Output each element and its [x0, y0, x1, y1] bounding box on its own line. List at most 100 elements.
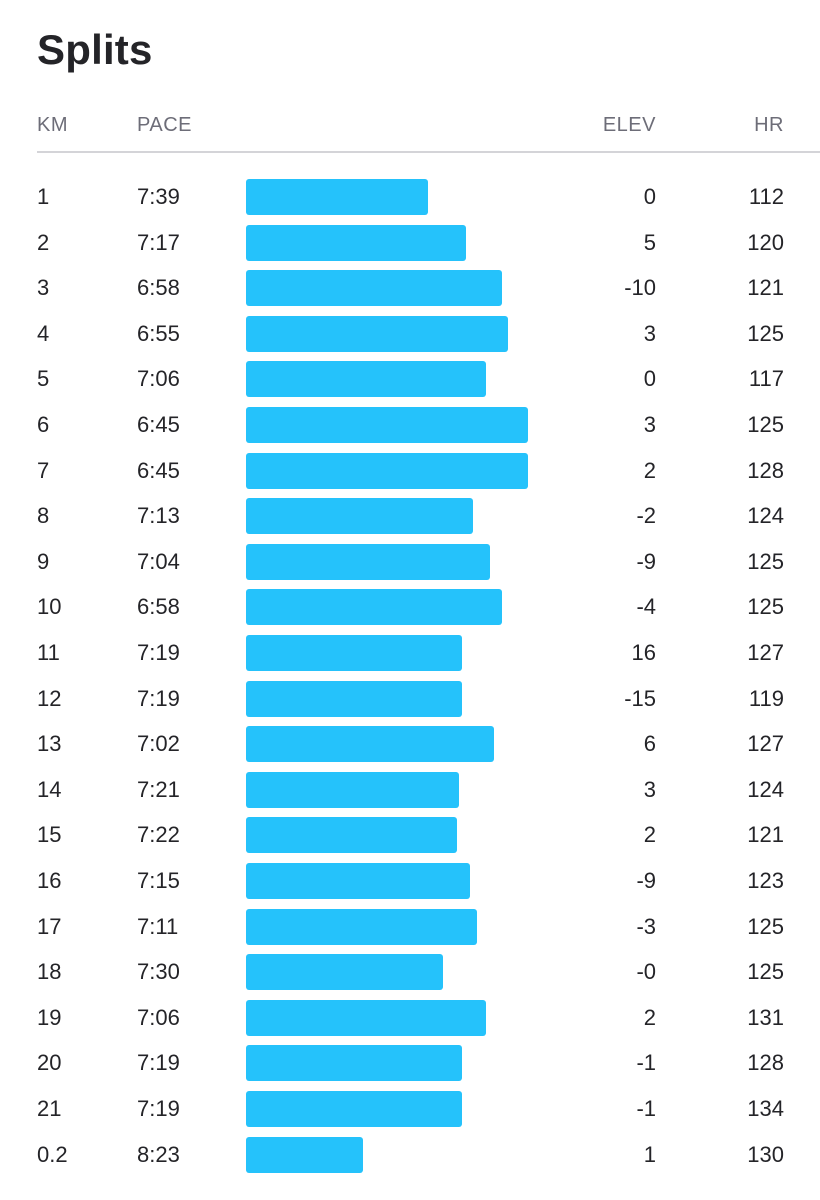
split-hr: 125: [747, 959, 784, 985]
split-row: 10 6:58 -4 125: [0, 584, 820, 630]
pace-bar: [246, 999, 486, 1036]
split-elev: -3: [636, 913, 656, 939]
split-km: 19: [37, 1004, 62, 1030]
split-hr: 125: [747, 320, 784, 346]
split-elev: 0: [643, 184, 656, 209]
split-hr: 124: [747, 776, 784, 802]
pace-bar: [246, 270, 502, 307]
split-km: 9: [37, 548, 50, 574]
split-elev: -9: [636, 868, 656, 893]
pace-bar: [246, 589, 502, 626]
split-elev: 0: [643, 366, 656, 392]
split-km: 5: [37, 366, 50, 392]
split-elev: 2: [643, 1004, 656, 1030]
split-km: 2: [37, 229, 50, 255]
split-hr: 125: [747, 548, 784, 574]
split-row: 11 7:19 16 127: [0, 630, 820, 676]
split-hr: 121: [747, 822, 784, 848]
split-hr: 124: [747, 503, 784, 529]
split-row: 1 7:39 0 112: [0, 174, 820, 220]
split-km: 6: [37, 412, 50, 437]
split-hr: 131: [747, 1004, 784, 1030]
split-km: 16: [37, 868, 62, 893]
split-pace: 7:22: [137, 822, 180, 848]
split-row: 20 7:19 -1 128: [0, 1040, 820, 1086]
pace-bar: [246, 1091, 462, 1127]
header-km: KM: [37, 114, 68, 136]
split-row: 19 7:06 2 131: [0, 995, 820, 1041]
split-elev: -9: [636, 548, 656, 574]
split-row: 18 7:30 -0 125: [0, 949, 820, 995]
split-elev: 2: [643, 822, 656, 848]
split-hr: 112: [748, 184, 784, 209]
split-hr: 125: [747, 412, 784, 437]
split-km: 3: [37, 275, 50, 301]
split-row: 9 7:04 -9 125: [0, 539, 820, 585]
pace-bar: [246, 179, 428, 215]
split-hr: 130: [747, 1141, 784, 1167]
split-row: 13 7:02 6 127: [0, 721, 820, 767]
pace-bar: [246, 1136, 363, 1173]
split-hr: 120: [747, 229, 784, 255]
pace-bar: [246, 817, 457, 854]
split-elev: 16: [631, 640, 656, 665]
split-elev: -15: [624, 685, 656, 711]
split-km: 13: [37, 731, 62, 757]
split-row: 4 6:55 3 125: [0, 311, 820, 357]
split-elev: -2: [636, 503, 656, 529]
split-elev: -1: [636, 1096, 656, 1121]
header-hr: HR: [754, 114, 784, 136]
split-row: 7 6:45 2 128: [0, 448, 820, 494]
pace-bar: [246, 635, 462, 671]
split-km: 11: [37, 640, 60, 665]
split-km: 20: [37, 1050, 62, 1076]
split-hr: 127: [747, 640, 784, 665]
split-row: 2 7:17 5 120: [0, 220, 820, 266]
pace-bar: [246, 863, 470, 899]
split-pace: 6:58: [137, 594, 180, 620]
split-row: 21 7:19 -1 134: [0, 1086, 820, 1132]
split-row: 3 6:58 -10 121: [0, 265, 820, 311]
split-elev: 1: [643, 1141, 656, 1167]
split-hr: 125: [747, 594, 784, 620]
split-hr: 134: [747, 1096, 784, 1121]
split-pace: 6:55: [137, 320, 180, 346]
pace-bar: [246, 1045, 462, 1082]
split-hr: 128: [747, 457, 784, 483]
pace-bar: [246, 407, 528, 443]
split-row: 17 7:11 -3 125: [0, 904, 820, 950]
split-elev: -4: [636, 594, 656, 620]
split-pace: 7:17: [137, 229, 180, 255]
split-row: 14 7:21 3 124: [0, 767, 820, 813]
split-elev: -1: [636, 1050, 656, 1076]
split-pace: 7:04: [137, 548, 180, 574]
split-elev: 3: [643, 412, 656, 437]
split-pace: 7:39: [137, 184, 180, 209]
split-pace: 7:19: [137, 685, 180, 711]
pace-bar: [246, 543, 490, 580]
split-elev: 2: [643, 457, 656, 483]
split-km: 8: [37, 503, 50, 529]
pace-bar: [246, 908, 477, 945]
pace-bar: [246, 315, 508, 352]
split-pace: 6:45: [137, 412, 180, 437]
split-pace: 7:19: [137, 1050, 180, 1076]
split-pace: 7:15: [137, 868, 180, 893]
split-hr: 121: [747, 275, 784, 301]
split-km: 12: [37, 685, 62, 711]
split-row: 16 7:15 -9 123: [0, 858, 820, 904]
split-hr: 127: [747, 731, 784, 757]
split-km: 18: [37, 959, 62, 985]
split-pace: 7:06: [137, 366, 180, 392]
split-pace: 7:19: [137, 1096, 180, 1121]
split-km: 7: [37, 457, 50, 483]
split-km: 15: [37, 822, 62, 848]
split-pace: 7:13: [137, 503, 180, 529]
split-elev: 6: [643, 731, 656, 757]
pace-bar: [246, 361, 486, 398]
split-hr: 117: [748, 366, 784, 392]
split-km: 0.2: [37, 1141, 68, 1167]
split-pace: 7:21: [137, 776, 180, 802]
split-km: 4: [37, 320, 50, 346]
split-pace: 6:45: [137, 457, 180, 483]
